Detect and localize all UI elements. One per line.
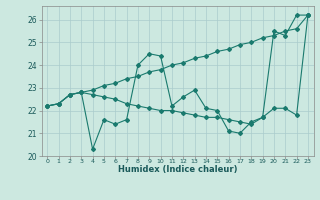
X-axis label: Humidex (Indice chaleur): Humidex (Indice chaleur) [118,165,237,174]
